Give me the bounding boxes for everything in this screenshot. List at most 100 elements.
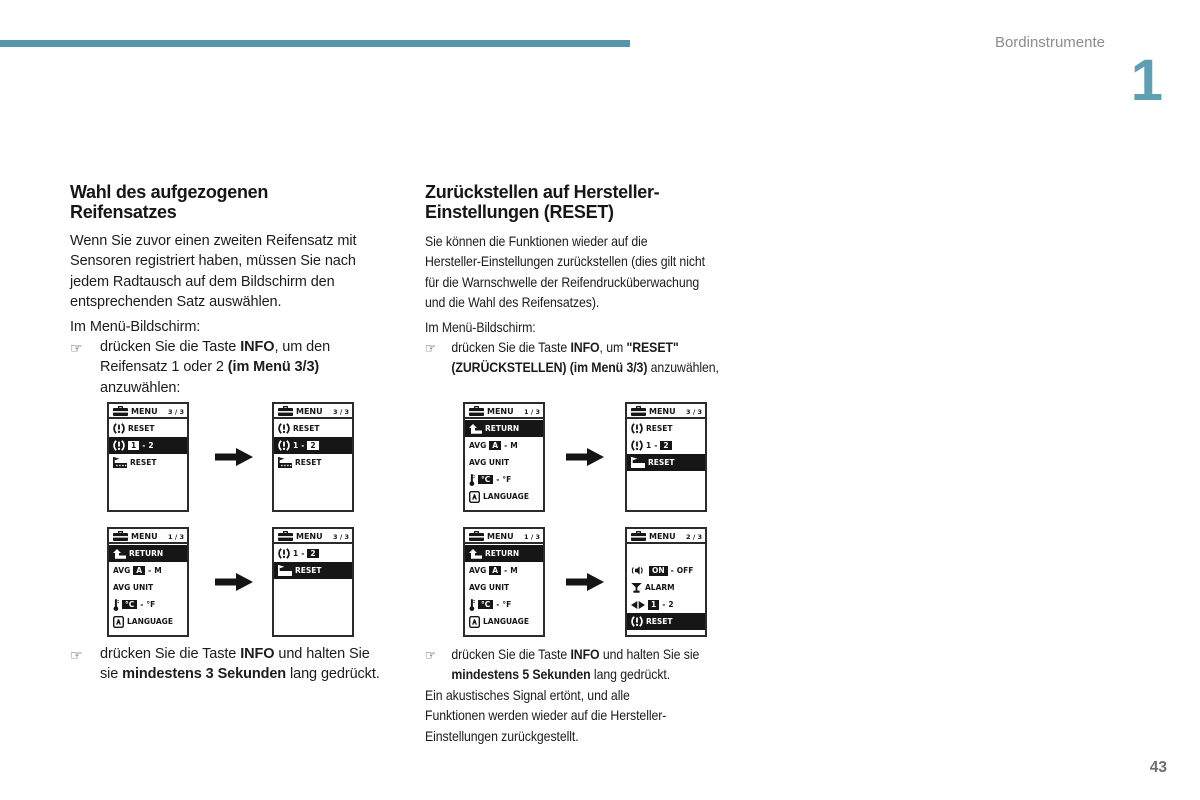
- toolbox-icon: [631, 531, 646, 541]
- menu-text: M: [510, 566, 518, 575]
- text-run: drücken Sie die Taste: [451, 646, 571, 662]
- emphasized-text: INFO: [570, 339, 600, 355]
- screen-menu-row-selected: RETURN: [465, 545, 543, 562]
- emphasized-text: INFO: [570, 646, 600, 662]
- text-run: anzuwählen:: [100, 379, 181, 396]
- screen-title: MENU: [649, 406, 676, 416]
- menu-text: RESET: [646, 424, 673, 433]
- screen-header: MENU 2 / 3: [627, 529, 705, 544]
- menu-diagram: MENU 1 / 3 RETURN AVG A - M AVG UNIT °C - °F LANGUA…: [463, 527, 707, 637]
- factory-icon: [278, 457, 292, 468]
- next-step-arrow-icon: [566, 448, 604, 466]
- display-screen-tire-reset: MENU 3 / 3 1-2 RESET: [272, 527, 354, 637]
- display-screen-alarm-menu: MENU 2 / 3 ON - OFF ALARM 1-2 RESET: [625, 527, 707, 637]
- factory-icon: [113, 457, 127, 468]
- screen-body: RETURN AVG A - M AVG UNIT °C - °F LANGUAGE: [109, 544, 187, 635]
- screen-body: RESET 1-2 RESET: [627, 419, 705, 510]
- menu-text: -: [496, 600, 500, 609]
- toolbox-icon: [631, 406, 646, 416]
- screen-menu-row: AVG A - M: [465, 437, 543, 454]
- screen-menu-row: RESET: [274, 454, 352, 471]
- menu-text: 2: [148, 441, 154, 450]
- menu-text: -: [301, 441, 305, 450]
- menu-text: M: [154, 566, 162, 575]
- menu-text: RETURN: [485, 424, 520, 433]
- screen-body: ON - OFF ALARM 1-2 RESET: [627, 544, 705, 635]
- text-run: drücken Sie die Taste: [451, 339, 571, 355]
- screen-menu-row: RESET: [109, 454, 187, 471]
- screen-header: MENU 3 / 3: [627, 404, 705, 419]
- text-line: Ein akustisches Signal ertönt, und alle: [425, 687, 630, 703]
- display-screen-tire-select-1: MENU 3 / 3 RESET 1-2 RESET: [107, 402, 189, 512]
- screen-title: MENU: [487, 406, 514, 416]
- menu-text: LANGUAGE: [127, 617, 173, 626]
- screen-header: MENU 1 / 3: [465, 404, 543, 419]
- display-screen-settings-menu: MENU 1 / 3 RETURN AVG A - M AVG UNIT °C - °F LANGUA…: [463, 402, 545, 512]
- text-line: Sensoren registriert haben, müssen Sie n…: [70, 253, 356, 270]
- text-run: drücken Sie die Taste: [100, 339, 241, 355]
- menu-text: -: [148, 566, 152, 575]
- language-icon: [113, 615, 124, 628]
- right-section-heading: Zurückstellen auf Hersteller- Einstellung…: [425, 182, 757, 222]
- value-box: 1: [648, 600, 660, 610]
- left-instruction-item: ☞ drücken Sie die Taste INFO, um den Rei…: [70, 337, 386, 398]
- screen-menu-row: 1-2: [627, 596, 705, 613]
- menu-text: LANGUAGE: [483, 617, 529, 626]
- language-icon: [469, 490, 480, 503]
- text-run: und halten Sie sie: [599, 646, 700, 662]
- emphasized-text: mindestens 3 Sekunden: [122, 666, 287, 683]
- screen-title: MENU: [649, 531, 676, 541]
- menu-text: -: [496, 475, 500, 484]
- emphasized-text: (im Menü 3/3): [227, 359, 320, 376]
- menu-text: RESET: [646, 617, 673, 627]
- return-icon: [113, 548, 126, 559]
- instruction-text: drücken Sie die Taste INFO, um den Reife…: [100, 337, 380, 398]
- menu-text: 1: [646, 441, 652, 450]
- text-run: lang gedrückt.: [590, 666, 671, 683]
- pointing-hand-icon: ☞: [425, 340, 436, 356]
- value-box: A: [489, 440, 502, 451]
- menu-text: 2: [668, 600, 674, 610]
- factory-icon: [631, 457, 645, 468]
- thermometer-icon: [469, 473, 475, 486]
- emphasized-text: mindestens 5 Sekunden: [451, 666, 591, 683]
- tpms-warning-icon: [278, 423, 290, 434]
- menu-text: RESET: [295, 458, 322, 467]
- display-screen-tire-select-2: MENU 3 / 3 RESET 1-2 RESET: [272, 402, 354, 512]
- next-step-arrow-icon: [215, 448, 253, 466]
- screen-title: MENU: [131, 531, 158, 541]
- tpms-warning-icon: [631, 423, 643, 434]
- screen-menu-row: AVG UNIT: [465, 454, 543, 471]
- left-intro-paragraph: Wenn Sie zuvor einen zweiten Reifensatz …: [70, 231, 386, 312]
- value-box: °C: [478, 599, 494, 610]
- emphasized-text: "RESET" (ZURÜCKSTELLEN) (im Menü 3/3): [451, 339, 679, 376]
- screen-header: MENU 3 / 3: [109, 404, 187, 419]
- right-menu-line: Im Menü-Bildschirm:: [425, 319, 536, 335]
- menu-text: °F: [502, 475, 512, 484]
- screen-menu-row-selected: RESET: [274, 562, 352, 579]
- menu-text: RETURN: [485, 549, 520, 558]
- menu-text: 1: [293, 441, 299, 450]
- text-line: Einstellungen (RESET): [425, 201, 614, 222]
- tpms-warning-icon: [631, 616, 643, 628]
- menu-diagram: MENU 1 / 3 RETURN AVG A - M AVG UNIT °C - °F LANGUA…: [463, 402, 707, 512]
- screen-menu-row: °C - °F: [465, 596, 543, 613]
- menu-text: AVG UNIT: [469, 583, 510, 592]
- screen-header: MENU 3 / 3: [274, 529, 352, 544]
- menu-text: -: [142, 441, 146, 450]
- toolbox-icon: [469, 406, 484, 416]
- menu-text: -: [504, 566, 508, 575]
- screen-menu-row-selected: 1-2: [109, 437, 187, 454]
- menu-text: °F: [146, 600, 156, 609]
- toolbox-icon: [113, 531, 128, 541]
- menu-text: -: [670, 566, 674, 576]
- menu-text: LANGUAGE: [483, 492, 529, 501]
- menu-text: °F: [502, 600, 512, 609]
- text-line: Wahl des aufgezogenen: [70, 182, 269, 202]
- menu-diagram: MENU 1 / 3 RETURN AVG A - M AVG UNIT °C - °F LANGUA…: [107, 527, 354, 637]
- screen-page-indicator: 2 / 3: [686, 533, 702, 541]
- screen-menu-row: LANGUAGE: [109, 613, 187, 630]
- menu-text: AVG UNIT: [113, 583, 154, 592]
- screen-page-indicator: 3 / 3: [686, 408, 702, 416]
- right-instruction-item: ☞ drücken Sie die Taste INFO, um "RESET"…: [425, 337, 759, 378]
